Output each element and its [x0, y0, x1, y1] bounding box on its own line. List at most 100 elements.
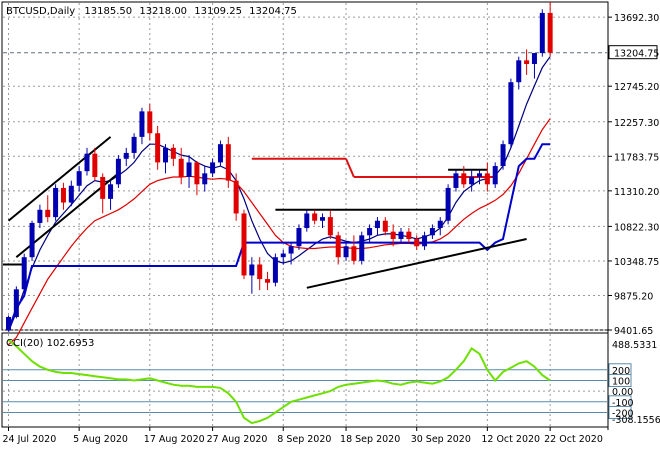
- candle: [477, 169, 482, 185]
- candle-body: [469, 176, 475, 185]
- candle-body: [406, 231, 412, 239]
- candle-body: [233, 180, 239, 214]
- time-tick-label: 22 Oct 2020: [544, 434, 603, 445]
- price-tick-label: 9875.20: [614, 291, 653, 302]
- candle: [437, 217, 443, 236]
- candle: [225, 136, 231, 188]
- cci-scale-label: -308.1556: [612, 415, 660, 426]
- candle: [508, 78, 514, 148]
- candle: [249, 257, 255, 294]
- candle-body: [351, 246, 357, 261]
- candle-body: [477, 173, 482, 177]
- cci-scale-label: 0.00: [612, 387, 633, 398]
- time-axis-labels: 24 Jul 2020 5 Aug 2020 17 Aug 2020 27 Aug 2…: [3, 427, 603, 445]
- candle: [406, 228, 412, 243]
- candle-body: [327, 217, 333, 236]
- candle-body: [272, 257, 278, 283]
- price-axis-labels: 13692.30 13204.75 12745.20 12257.30 11783.75…: [608, 13, 659, 337]
- candle: [163, 144, 168, 174]
- chart-header: BTCUSD,Daily 13185.50 13218.00 13109.25 …: [6, 6, 297, 17]
- cci-oscillator: [7, 339, 551, 425]
- candle-body: [241, 213, 247, 276]
- candle-body: [304, 213, 310, 229]
- cci-scale-label: -200: [612, 408, 634, 419]
- price-tick-label: 13204.75: [614, 49, 659, 60]
- candle-body: [13, 289, 19, 317]
- chart-symbol: BTCUSD,Daily 13185.50 13218.00 13109.25 …: [6, 6, 297, 17]
- candle-body: [84, 153, 90, 172]
- resistance-line: [345, 158, 355, 178]
- candle: [382, 217, 388, 236]
- candle: [84, 147, 90, 176]
- candle: [217, 140, 223, 167]
- candle: [265, 271, 271, 291]
- price-tick-label: 11310.20: [614, 187, 659, 198]
- cci-scale-label: -100: [612, 398, 634, 409]
- candle-body: [320, 217, 325, 221]
- candle: [170, 144, 176, 167]
- time-tick-label: 17 Aug 2020: [144, 434, 205, 445]
- candle: [343, 242, 349, 261]
- candle: [178, 147, 184, 185]
- candle: [210, 158, 216, 177]
- candle-body: [163, 147, 168, 163]
- candle: [469, 169, 475, 192]
- candle-body: [508, 82, 514, 145]
- cci-level-box: [608, 373, 632, 387]
- candle: [233, 173, 239, 221]
- candle-body: [296, 228, 302, 247]
- cci-scale-label: 200: [612, 366, 630, 377]
- candle-body: [194, 162, 200, 185]
- candle-body: [516, 60, 522, 83]
- candle: [202, 166, 208, 192]
- candle-body: [147, 111, 153, 134]
- candle: [45, 195, 51, 223]
- cci-line: [7, 339, 551, 425]
- candle: [29, 220, 35, 261]
- candle: [312, 209, 318, 225]
- candle: [131, 133, 137, 159]
- cci-scale-label: 100: [612, 376, 630, 387]
- candle: [335, 231, 341, 265]
- candle: [374, 217, 380, 236]
- candle: [21, 253, 27, 294]
- candle-body: [414, 238, 420, 247]
- candle: [280, 249, 286, 265]
- candle-body: [68, 185, 74, 203]
- candle: [367, 224, 373, 243]
- candle-body: [76, 171, 82, 186]
- candle: [53, 184, 59, 221]
- candle-body: [429, 228, 435, 236]
- candle-body: [100, 176, 106, 199]
- candle: [531, 53, 537, 79]
- candle-body: [539, 12, 545, 54]
- candle: [351, 235, 357, 265]
- candle: [304, 209, 310, 232]
- candle-body: [115, 158, 121, 185]
- candle-body: [37, 209, 43, 223]
- candle: [139, 107, 145, 145]
- candle: [359, 231, 365, 265]
- candle: [76, 166, 82, 192]
- candle: [422, 231, 428, 250]
- candle: [123, 147, 129, 167]
- candle: [524, 49, 530, 75]
- indicator-lines: [7, 56, 551, 346]
- price-tick-label: 11783.75: [614, 152, 659, 163]
- candle-body: [382, 220, 388, 232]
- candle-body: [445, 187, 451, 221]
- candle-body: [225, 144, 231, 181]
- candle-body: [280, 253, 286, 258]
- candle: [492, 162, 498, 188]
- candle-body: [335, 235, 341, 258]
- candle: [155, 125, 161, 170]
- current-price-box: [608, 45, 658, 60]
- price-tick-label: 13692.30: [614, 13, 659, 24]
- price-tick-label: 12257.30: [614, 118, 659, 129]
- indicator-line-2: [8, 118, 551, 346]
- candle: [288, 242, 294, 265]
- candle: [115, 155, 121, 188]
- candle-body: [178, 158, 184, 177]
